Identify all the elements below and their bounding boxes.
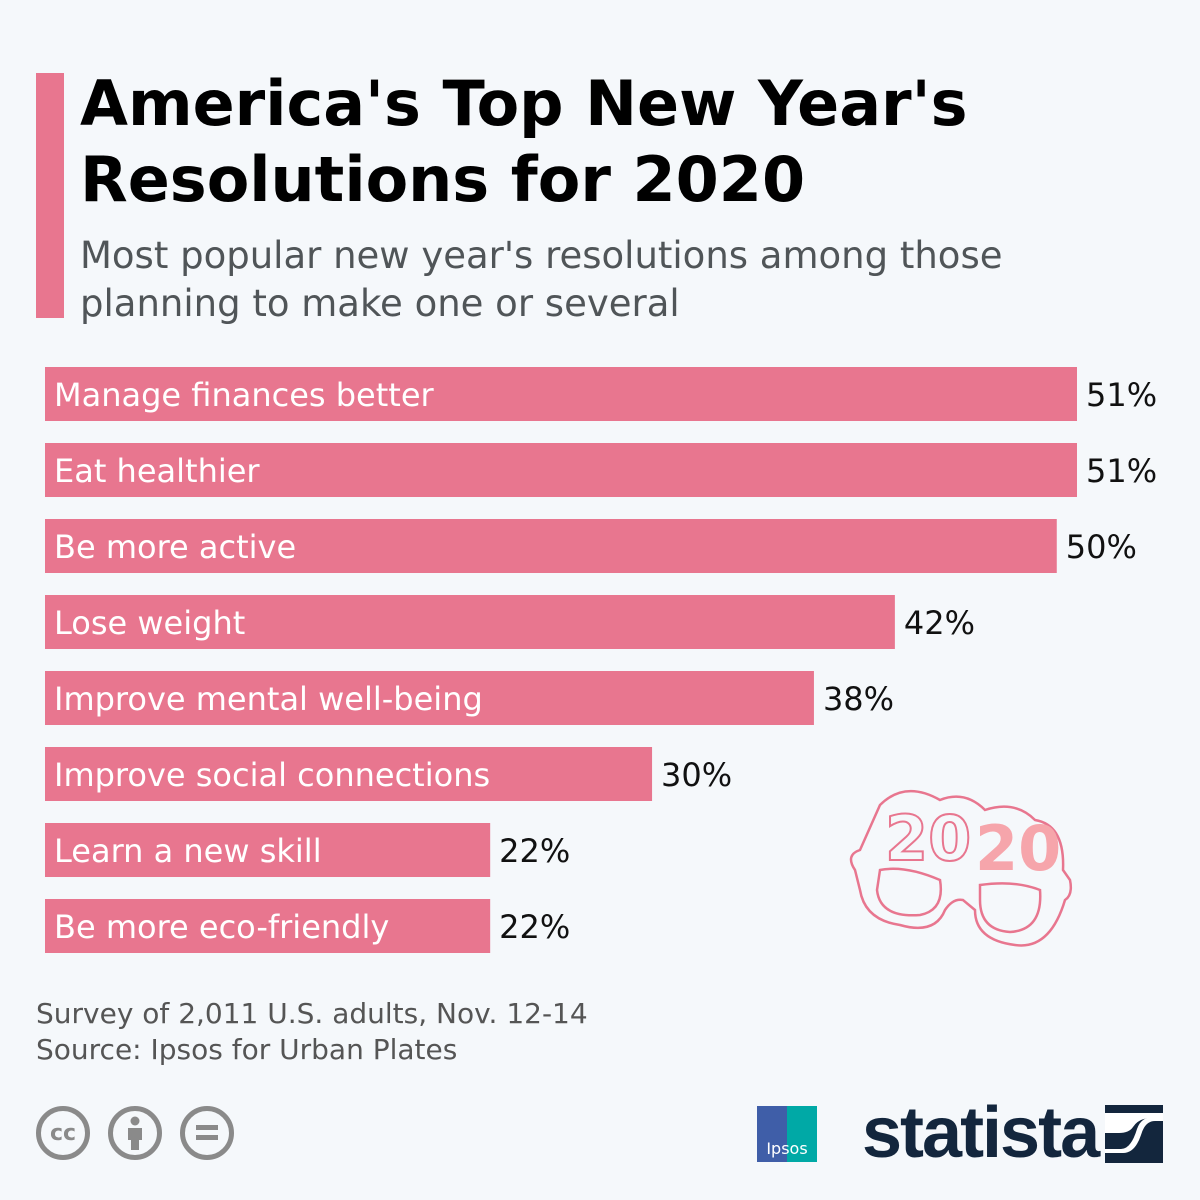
party-glasses-2020-icon: 20 20 [849, 789, 1073, 947]
bar-category-label: Manage finances better [54, 376, 435, 414]
cc-text: cc [49, 1120, 77, 1146]
bar [45, 367, 1077, 421]
bar-chart: Manage finances better 51% Eat healthier 51… [45, 367, 1157, 953]
bar-category-label: Lose weight [54, 604, 245, 642]
no-derivatives-icon[interactable] [180, 1106, 234, 1160]
bar [45, 595, 895, 649]
glasses-text-filled: 20 [975, 812, 1061, 885]
bar [45, 899, 491, 953]
glasses-text-outline: 20 [885, 802, 971, 875]
bar [45, 519, 1057, 573]
footnote: Survey of 2,011 U.S. adults, Nov. 12-14 … [36, 996, 588, 1068]
bar-value-label: 30% [661, 756, 732, 794]
survey-note: Survey of 2,011 U.S. adults, Nov. 12-14 [36, 997, 588, 1030]
bar-value-label: 38% [823, 680, 894, 718]
bar-category-label: Improve mental well-being [54, 680, 483, 718]
title-accent-bar [36, 73, 64, 318]
bar-value-label: 51% [1086, 376, 1157, 414]
attribution-icon[interactable] [108, 1106, 162, 1160]
bar-category-label: Eat healthier [54, 452, 260, 490]
statista-logo[interactable]: statista [862, 1093, 1100, 1173]
bar-value-label: 22% [499, 908, 570, 946]
ipsos-logo[interactable]: Ipsos [757, 1106, 817, 1162]
bar-category-label: Be more active [54, 528, 296, 566]
source-note: Source: Ipsos for Urban Plates [36, 1033, 458, 1066]
bar-category-label: Improve social connections [54, 756, 490, 794]
bar [45, 671, 814, 725]
person-icon [128, 1116, 142, 1150]
bar [45, 823, 491, 877]
equals-icon [196, 1125, 218, 1140]
cc-icon[interactable]: cc [36, 1106, 90, 1160]
page-subtitle: Most popular new year's resolutions amon… [80, 234, 1003, 325]
bar-value-label: 50% [1066, 528, 1137, 566]
bar [45, 747, 653, 801]
bar-value-label: 42% [904, 604, 975, 642]
page-title: America's Top New Year's Resolutions for… [80, 67, 968, 216]
bar [45, 443, 1077, 497]
bar-category-label: Learn a new skill [54, 832, 322, 870]
ipsos-logo-text: Ipsos [766, 1139, 808, 1158]
statista-mark-icon [1105, 1105, 1163, 1163]
bar-category-label: Be more eco-friendly [54, 908, 389, 946]
bar-value-label: 51% [1086, 452, 1157, 490]
bar-value-label: 22% [499, 832, 570, 870]
